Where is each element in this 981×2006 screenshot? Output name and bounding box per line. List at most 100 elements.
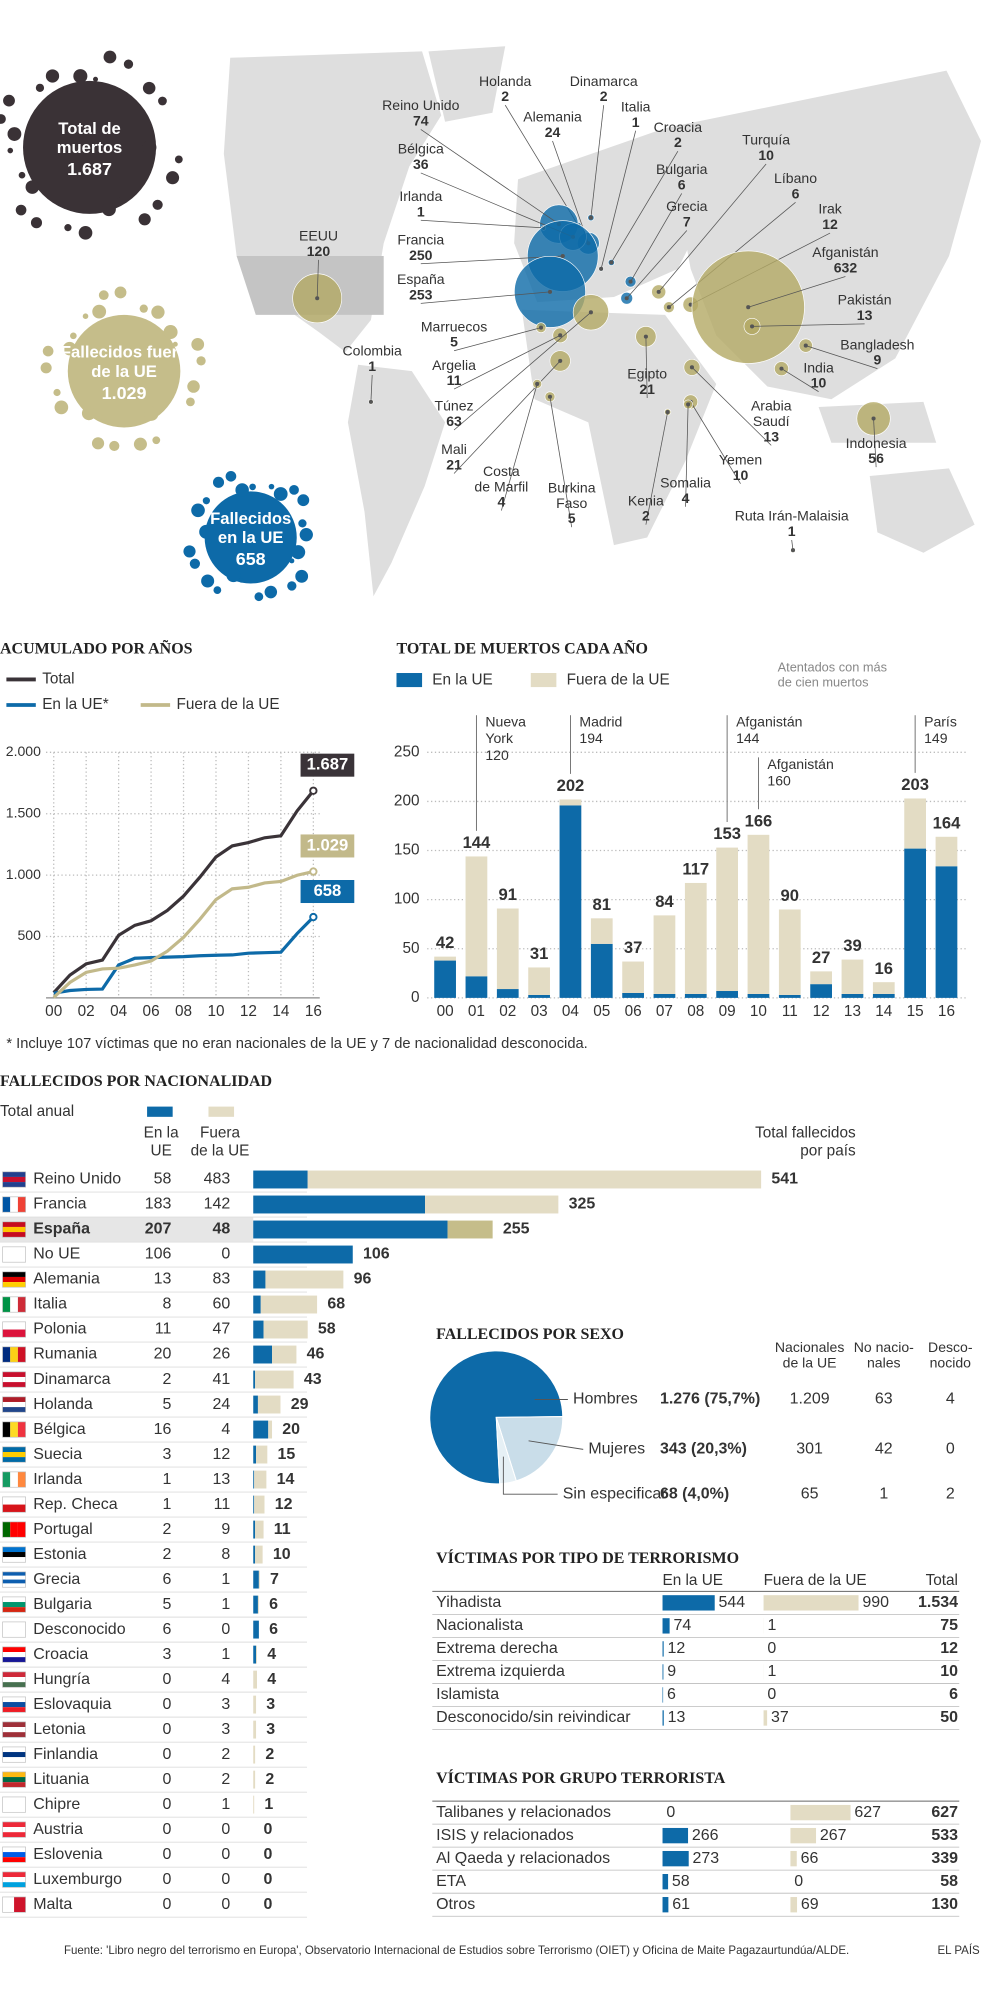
- x-tick-label: 14: [875, 1003, 893, 1020]
- column-header: Fuera de la UE: [764, 1572, 867, 1589]
- country-value: 10: [758, 147, 774, 163]
- splat-drop: [142, 81, 156, 95]
- non-eu-value: 990: [862, 1594, 889, 1611]
- flag-stripe: [2, 1882, 26, 1888]
- leader-line: [791, 539, 794, 551]
- splat-drop: [196, 356, 206, 366]
- row-name: Extrema izquierda: [436, 1663, 565, 1680]
- x-tick-label: 10: [207, 1003, 224, 1020]
- bar-segment: [265, 1270, 344, 1289]
- eu-value: 0: [666, 1804, 675, 1821]
- splat-drop: [25, 180, 40, 194]
- bar-segment: [590, 943, 613, 998]
- country-name: Francia: [33, 1196, 86, 1213]
- flag-stripe: [2, 1721, 26, 1728]
- cell: 2: [946, 1485, 955, 1502]
- non-eu-value: 483: [204, 1171, 231, 1188]
- chart-title: TOTAL DE MUERTOS CADA AÑO: [396, 639, 647, 658]
- cell: 1.209: [790, 1391, 830, 1408]
- splat-drop: [15, 204, 27, 216]
- non-eu-value: 1: [221, 1571, 230, 1588]
- flag-stripe: [2, 1171, 26, 1177]
- bar-segment: [253, 1470, 255, 1489]
- end-label-box: [300, 834, 355, 858]
- x-tick-label: 13: [844, 1003, 861, 1020]
- row-total: 343 (20,3%): [660, 1441, 747, 1458]
- leader-line: [748, 276, 846, 308]
- flag-border: [2, 1871, 26, 1888]
- country-name: Ruta Irán-Malaisia: [735, 508, 849, 524]
- flag-stripe: [2, 1852, 26, 1858]
- leader-line: [420, 219, 544, 229]
- annotation-label: Afganistán: [767, 756, 833, 772]
- column-header: Total: [926, 1572, 958, 1589]
- total-value: 4: [267, 1671, 276, 1688]
- leader-line: [690, 401, 741, 484]
- splat-drop: [7, 127, 22, 141]
- land: [428, 46, 506, 122]
- flag-stripe: [17, 1471, 26, 1488]
- bar: [662, 1827, 689, 1844]
- x-tick-label: 05: [593, 1003, 610, 1020]
- flag-border: [2, 1171, 26, 1188]
- country-value: 7: [683, 214, 691, 230]
- land: [347, 364, 446, 597]
- legend-swatch: [530, 673, 557, 688]
- section-title: FALLECIDOS POR SEXO: [436, 1326, 624, 1343]
- flag-stripe: [2, 1282, 26, 1288]
- leader-line: [752, 323, 865, 327]
- total-value: 658: [236, 549, 266, 569]
- bar-segment: [307, 1170, 762, 1189]
- splat-drop: [116, 197, 123, 204]
- bar-segment: [253, 1620, 259, 1639]
- total-value: 325: [569, 1196, 596, 1213]
- flag-stripe: [2, 1346, 11, 1363]
- splat-drop: [144, 406, 159, 421]
- eu-value: 2: [162, 1521, 171, 1538]
- country-name: Egipto: [627, 366, 667, 382]
- eu-value: 183: [145, 1196, 172, 1213]
- non-eu-value: 9: [221, 1521, 230, 1538]
- eu-value: 0: [162, 1721, 171, 1738]
- eu-value: 13: [668, 1709, 686, 1726]
- total-value: 58: [940, 1873, 958, 1890]
- splat-drop: [201, 574, 215, 588]
- bubble-center: [665, 410, 670, 415]
- non-eu-value: 12: [212, 1446, 230, 1463]
- flag-stripe: [2, 1457, 26, 1463]
- splat-drop: [97, 414, 104, 421]
- splat-drop: [291, 545, 306, 560]
- total-value: 6: [269, 1621, 278, 1638]
- x-tick-label: 16: [938, 1003, 955, 1020]
- country-name: Dinamarca: [33, 1371, 110, 1388]
- cell: 0: [946, 1441, 955, 1458]
- flag-stripe: [2, 1382, 26, 1388]
- splat-drop: [40, 362, 52, 374]
- column-header: En la UE: [663, 1572, 724, 1589]
- splat-drop: [249, 483, 256, 491]
- bar-segment: [255, 1520, 264, 1539]
- bar-segment: [528, 967, 550, 995]
- eu-value: 0: [162, 1671, 171, 1688]
- non-eu-value: 13: [212, 1471, 230, 1488]
- splat-drop: [191, 503, 205, 518]
- x-tick-label: 07: [656, 1003, 673, 1020]
- leader-line: [685, 404, 689, 507]
- country-name: Costa: [483, 463, 520, 479]
- column-header: Nacionales: [775, 1339, 844, 1355]
- flag-border: [2, 1596, 26, 1613]
- country-value: 21: [639, 381, 655, 397]
- bar-segment: [935, 866, 958, 998]
- non-eu-value: 66: [801, 1850, 819, 1867]
- flag-border: [2, 1821, 26, 1838]
- flag-border: [2, 1796, 26, 1813]
- x-tick-label: 08: [687, 1003, 704, 1020]
- bar-segment: [253, 1595, 258, 1614]
- non-eu-value: 0: [221, 1821, 230, 1838]
- legend-label: En la UE: [432, 672, 493, 689]
- flag-stripe: [2, 1777, 26, 1783]
- flag-stripe: [2, 1571, 26, 1576]
- flag-stripe: [2, 1857, 26, 1863]
- flag-stripe: [2, 1176, 26, 1183]
- section-title: VÍCTIMAS POR TIPO DE TERRORISMO: [436, 1548, 739, 1567]
